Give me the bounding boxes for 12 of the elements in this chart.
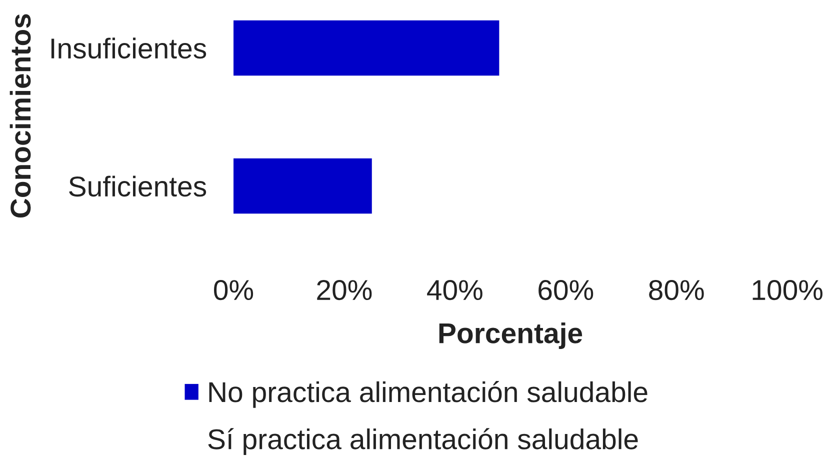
x-tick-label: 80% bbox=[649, 280, 704, 300]
text: Sí practica alimentación saludable bbox=[208, 428, 638, 455]
x-tick-label: 20% bbox=[317, 280, 372, 300]
y-tick-label: Insuficientes bbox=[51, 38, 206, 59]
y-axis-title: Conocimientos bbox=[10, 14, 31, 218]
x-tick-label: 0% bbox=[214, 280, 254, 300]
x-tick-label: 40% bbox=[427, 280, 482, 300]
legend-label: No practica alimentación saludable bbox=[209, 381, 648, 408]
x-tick-label: 60% bbox=[538, 280, 594, 300]
y-tick-label: Suficientes bbox=[69, 176, 206, 197]
x-axis-title: Porcentaje bbox=[439, 322, 582, 349]
x-tick-label: 100% bbox=[752, 280, 822, 300]
